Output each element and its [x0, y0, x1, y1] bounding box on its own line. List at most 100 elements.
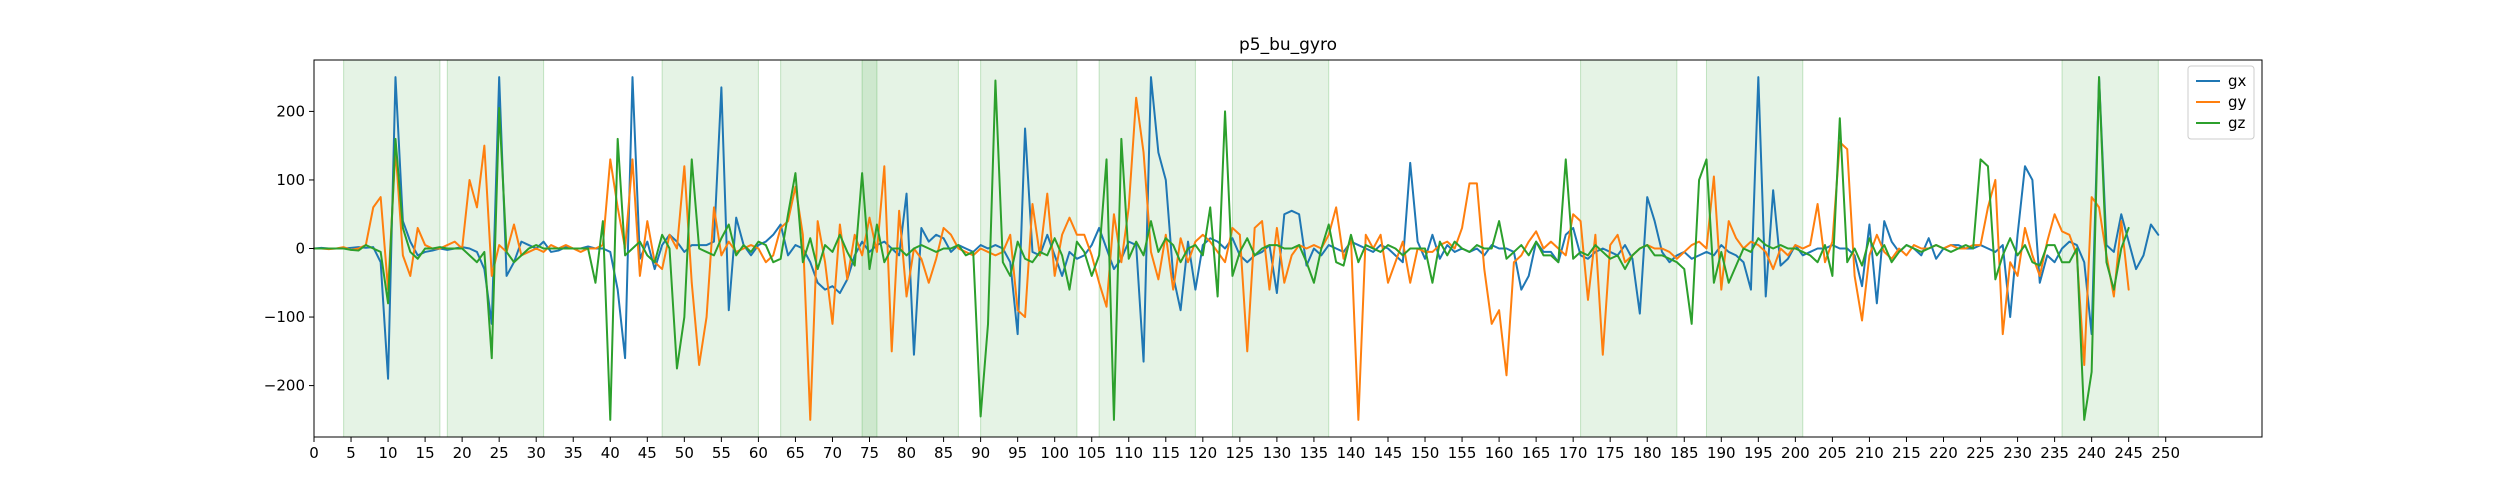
x-tick-label: 135 [1300, 444, 1329, 462]
data-point-gz [1832, 275, 1833, 276]
x-axis: 0 5 10 15 20 25 30 35 40 45 50 55 60 65 70 75 80 85 90 95 10… [309, 437, 2180, 462]
data-point-gx [1632, 258, 1633, 259]
data-point-gy [1261, 220, 1262, 221]
y-tick-label: −100 [264, 308, 305, 326]
data-point-gz [1854, 248, 1855, 249]
data-point-gz [2098, 77, 2099, 78]
data-point-gz [1528, 255, 1529, 256]
data-point-gx [1528, 275, 1529, 276]
data-point-gx [1024, 128, 1025, 129]
data-point-gz [987, 323, 988, 324]
x-tick-label: 25 [490, 444, 509, 462]
legend-label-gz: gz [2228, 114, 2246, 132]
data-point-gx [506, 275, 507, 276]
data-point-gz [1847, 262, 1848, 263]
data-point-gz [1150, 220, 1151, 221]
data-point-gz [1128, 258, 1129, 259]
data-point-gz [499, 107, 500, 108]
data-point-gy [869, 217, 870, 218]
data-point-gx [1728, 251, 1729, 252]
data-point-gy [1402, 241, 1403, 242]
data-point-gx [2158, 234, 2159, 235]
data-point-gz [2032, 262, 2033, 263]
data-point-gx [417, 255, 418, 256]
data-point-gz [595, 282, 596, 283]
data-point-gz [1802, 251, 1803, 252]
data-point-gx [632, 77, 633, 78]
data-point-gx [543, 241, 544, 242]
data-point-gz [1936, 244, 1937, 245]
data-point-gy [958, 248, 959, 249]
data-point-gx [1543, 251, 1544, 252]
data-point-gz [1676, 262, 1677, 263]
data-point-gx [906, 193, 907, 194]
data-point-gy [469, 179, 470, 180]
chart-title: p5_bu_gyro [1239, 35, 1337, 55]
y-axis: −200 −100 0 100 200 [264, 102, 314, 395]
data-point-gy [1195, 241, 1196, 242]
data-point-gx [1891, 241, 1892, 242]
data-point-gz [1758, 238, 1759, 239]
y-tick-label: 100 [276, 171, 305, 189]
data-point-gx [758, 244, 759, 245]
data-point-gy [1061, 234, 1062, 235]
data-point-gy [1113, 214, 1114, 215]
data-point-gy [1824, 262, 1825, 263]
data-point-gx [1654, 220, 1655, 221]
data-point-gy [1854, 275, 1855, 276]
data-point-gz [1173, 244, 1174, 245]
data-point-gy [832, 323, 833, 324]
data-point-gz [899, 248, 900, 249]
data-point-gx [921, 227, 922, 228]
data-point-gz [936, 251, 937, 252]
data-point-gy [1165, 234, 1166, 235]
x-tick-label: 175 [1596, 444, 1625, 462]
data-point-gx [899, 255, 900, 256]
data-point-gz [1239, 251, 1240, 252]
x-tick-label: 130 [1263, 444, 1292, 462]
data-point-gy [513, 224, 514, 225]
data-point-gx [810, 262, 811, 263]
data-point-gz [2113, 289, 2114, 290]
data-point-gz [1402, 255, 1403, 256]
data-point-gx [2002, 244, 2003, 245]
data-point-gy [1084, 234, 1085, 235]
data-point-gz [1610, 258, 1611, 259]
data-point-gz [1261, 248, 1262, 249]
data-point-gx [1276, 292, 1277, 293]
data-point-gz [1558, 262, 1559, 263]
data-point-gy [1387, 282, 1388, 283]
x-tick-label: 80 [897, 444, 916, 462]
data-point-gy [1765, 251, 1766, 252]
data-point-gy [425, 244, 426, 245]
data-point-gy [1802, 248, 1803, 249]
data-point-gy [1217, 251, 1218, 252]
data-point-gy [2047, 241, 2048, 242]
data-point-gx [728, 310, 729, 311]
data-point-gx [1647, 196, 1648, 197]
data-point-gx [469, 248, 470, 249]
data-point-gy [1306, 248, 1307, 249]
data-point-gx [1573, 227, 1574, 228]
data-point-gz [1550, 255, 1551, 256]
data-point-gz [958, 244, 959, 245]
data-point-gz [506, 251, 507, 252]
data-point-gx [1165, 179, 1166, 180]
data-point-gz [1906, 244, 1907, 245]
data-point-gz [995, 80, 996, 81]
data-point-gy [1239, 234, 1240, 235]
data-point-gx [1550, 251, 1551, 252]
data-point-gz [1461, 248, 1462, 249]
data-point-gy [1913, 244, 1914, 245]
data-point-gz [2010, 238, 2011, 239]
data-point-gz [1773, 248, 1774, 249]
data-point-gy [662, 268, 663, 269]
data-point-gz [1639, 248, 1640, 249]
data-point-gz [565, 248, 566, 249]
data-point-gy [1024, 316, 1025, 317]
x-tick-label: 185 [1670, 444, 1699, 462]
x-tick-label: 110 [1114, 444, 1143, 462]
data-point-gz [676, 368, 677, 369]
data-point-gy [699, 364, 700, 365]
data-point-gz [1632, 255, 1633, 256]
